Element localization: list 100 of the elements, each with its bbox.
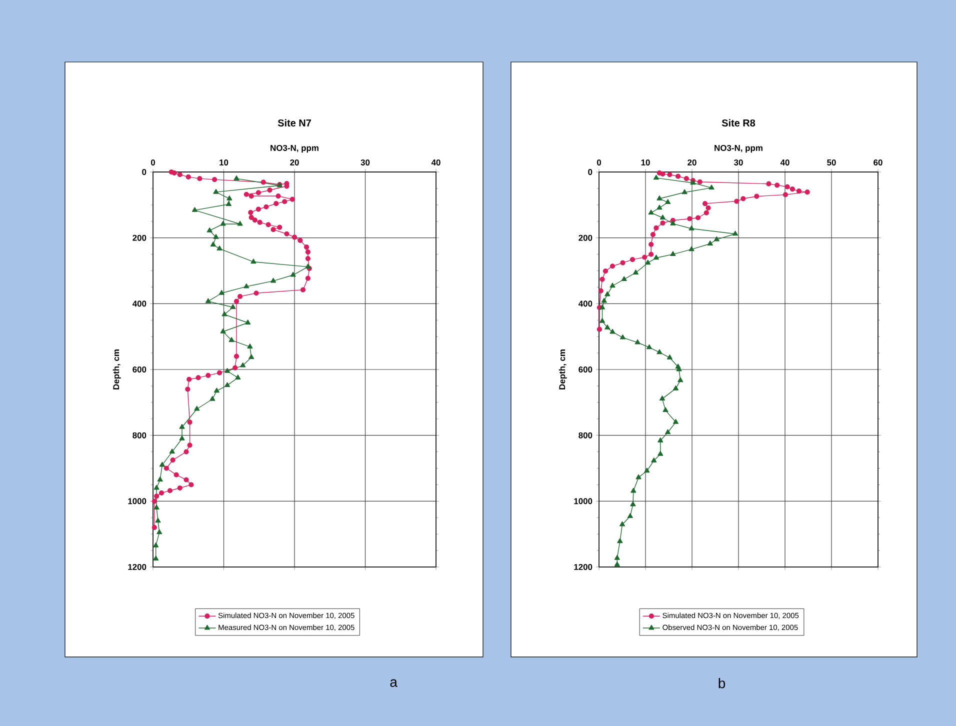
point bbox=[662, 407, 668, 412]
point bbox=[610, 282, 616, 288]
point bbox=[276, 193, 281, 199]
point bbox=[658, 437, 664, 442]
point bbox=[260, 180, 266, 185]
point bbox=[185, 386, 190, 392]
y-axis-title: Depth, cm bbox=[558, 350, 567, 390]
point bbox=[648, 252, 654, 257]
y-tick-label: 400 bbox=[578, 300, 592, 307]
point bbox=[213, 188, 219, 194]
point bbox=[216, 370, 222, 376]
point bbox=[197, 176, 202, 182]
point bbox=[670, 220, 676, 226]
point bbox=[264, 204, 269, 210]
point bbox=[644, 468, 650, 473]
point bbox=[205, 298, 211, 304]
x-tick-label: 30 bbox=[734, 159, 743, 166]
point bbox=[804, 190, 810, 195]
point bbox=[214, 388, 220, 393]
point bbox=[665, 199, 671, 204]
point bbox=[290, 272, 296, 277]
point bbox=[248, 354, 254, 360]
point bbox=[186, 174, 191, 180]
point bbox=[210, 242, 216, 246]
point bbox=[216, 246, 222, 250]
point bbox=[206, 227, 212, 232]
chart-title: Site R8 bbox=[722, 119, 756, 126]
point bbox=[653, 254, 659, 260]
y-tick-label: 1000 bbox=[128, 498, 146, 504]
point bbox=[248, 214, 254, 220]
point bbox=[234, 175, 240, 180]
point bbox=[654, 225, 659, 230]
point bbox=[250, 258, 256, 264]
point bbox=[707, 240, 713, 246]
point bbox=[164, 466, 169, 471]
point bbox=[155, 518, 161, 523]
x-tick-label: 40 bbox=[431, 159, 440, 166]
point bbox=[170, 457, 176, 463]
point bbox=[621, 276, 627, 282]
y-tick-label: 1000 bbox=[574, 498, 592, 504]
x-tick-label: 20 bbox=[688, 159, 696, 166]
point bbox=[277, 224, 282, 230]
point bbox=[598, 288, 604, 294]
point bbox=[667, 172, 672, 178]
point bbox=[245, 320, 251, 324]
point bbox=[678, 377, 684, 382]
point bbox=[620, 260, 626, 266]
point bbox=[224, 382, 230, 388]
point bbox=[184, 449, 189, 454]
point bbox=[648, 242, 654, 247]
point bbox=[237, 220, 243, 226]
point bbox=[154, 494, 160, 499]
point bbox=[660, 171, 666, 177]
point bbox=[174, 472, 179, 478]
point bbox=[666, 354, 672, 360]
point bbox=[248, 210, 254, 216]
point bbox=[256, 206, 261, 212]
point bbox=[706, 205, 711, 210]
point bbox=[732, 230, 738, 236]
point bbox=[636, 474, 642, 480]
point bbox=[179, 424, 185, 429]
point bbox=[213, 234, 219, 239]
point bbox=[194, 406, 200, 411]
point bbox=[672, 419, 679, 424]
y-tick-label: 1200 bbox=[128, 564, 146, 570]
point bbox=[230, 304, 236, 310]
point bbox=[634, 339, 640, 344]
point bbox=[796, 188, 802, 194]
point bbox=[688, 246, 694, 252]
point bbox=[232, 365, 238, 370]
point bbox=[790, 186, 795, 192]
point bbox=[292, 234, 298, 240]
y-tick-label: 0 bbox=[588, 169, 592, 175]
y-tick-label: 600 bbox=[578, 366, 592, 372]
point bbox=[300, 287, 306, 292]
point bbox=[177, 172, 182, 178]
y-axis-title: Depth, cm bbox=[112, 350, 121, 390]
point bbox=[188, 482, 194, 488]
point bbox=[234, 354, 240, 359]
point bbox=[159, 462, 165, 467]
point bbox=[167, 488, 173, 494]
point bbox=[228, 337, 234, 342]
point bbox=[252, 217, 258, 223]
point bbox=[187, 442, 192, 448]
point bbox=[702, 201, 708, 206]
point bbox=[627, 513, 633, 518]
text: a bbox=[390, 679, 398, 687]
point bbox=[646, 344, 652, 350]
point bbox=[210, 396, 216, 401]
point bbox=[697, 179, 702, 184]
point bbox=[304, 244, 310, 250]
point bbox=[619, 521, 626, 526]
point bbox=[714, 236, 720, 242]
point bbox=[156, 529, 162, 534]
point bbox=[754, 194, 760, 199]
x-tick-label: 0 bbox=[596, 159, 602, 166]
point bbox=[177, 485, 182, 491]
y-tick-label: 600 bbox=[132, 366, 146, 372]
point bbox=[206, 372, 211, 378]
point bbox=[153, 542, 159, 548]
